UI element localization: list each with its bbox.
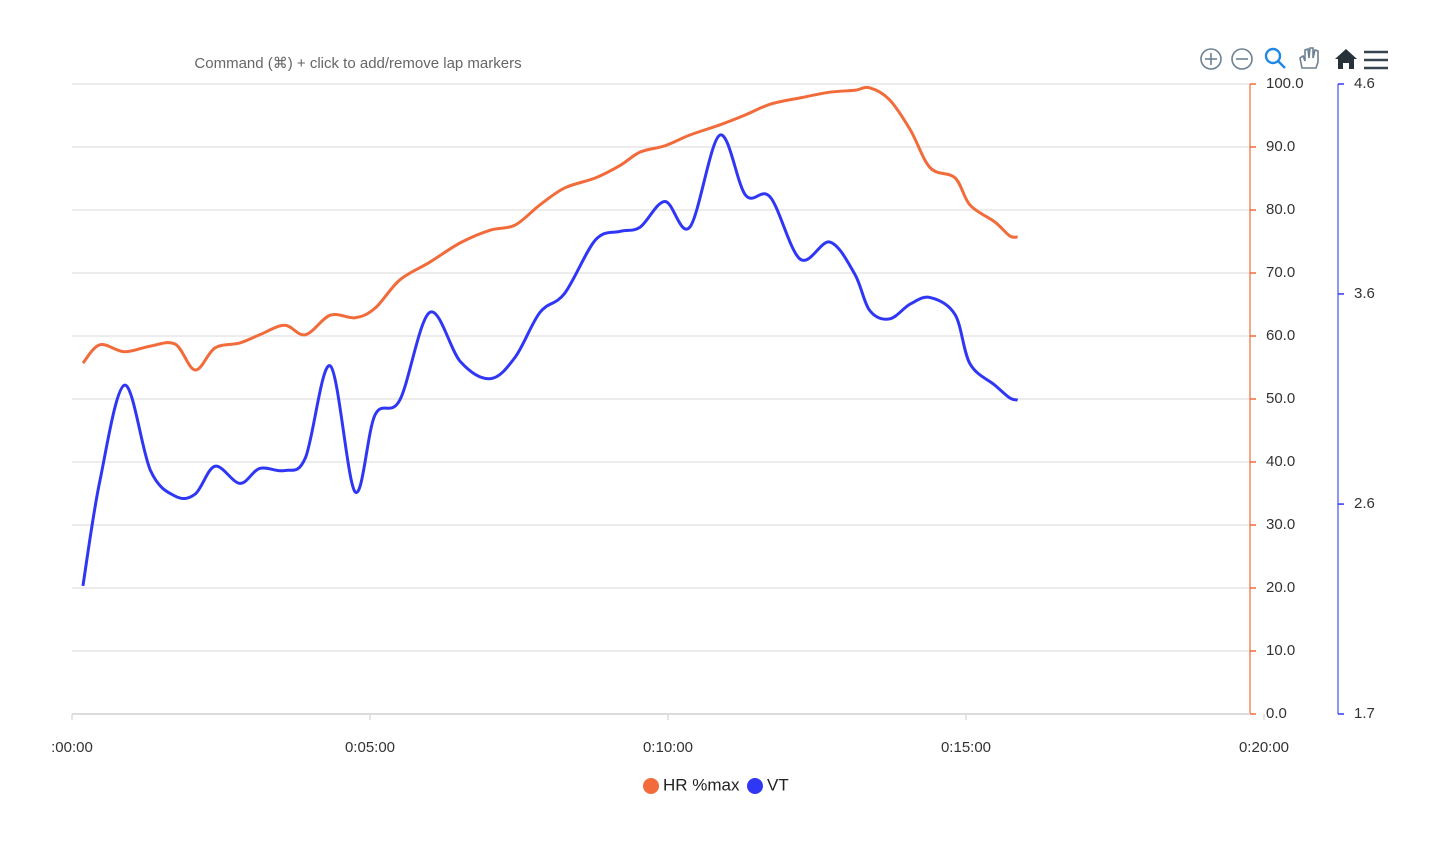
menu-button[interactable] [1364, 50, 1388, 70]
data-line [81, 133, 1019, 587]
annotation: Command (⌘) + click to add/remove lap ma… [194, 55, 521, 72]
selection-zoom-button[interactable] [1264, 47, 1286, 69]
y-tick-label: 10.0 [1266, 642, 1295, 659]
y-tick-label: 70.0 [1266, 264, 1295, 281]
pan-button[interactable] [1299, 47, 1319, 69]
y-tick-label: 30.0 [1266, 516, 1295, 533]
data-line [81, 85, 1018, 372]
legend-marker [747, 778, 763, 794]
zoom-out-button[interactable] [1231, 48, 1253, 70]
y-tick-label: 40.0 [1266, 453, 1295, 470]
zoom-in-button[interactable] [1200, 48, 1222, 70]
x-tick-label: 0:10:00 [643, 739, 693, 756]
y-tick-label: 0.0 [1266, 705, 1287, 722]
y-tick-label: 100.0 [1266, 75, 1304, 92]
x-tick-label: :00:00 [51, 739, 93, 756]
y2-tick-label: 4.6 [1354, 75, 1375, 92]
y2-tick-label: 2.6 [1354, 495, 1375, 512]
x-tick-label: 0:05:00 [345, 739, 395, 756]
x-tick-label: 0:15:00 [941, 739, 991, 756]
legend-label: HR %max [663, 775, 740, 794]
x-tick-label: 0:20:00 [1239, 739, 1289, 756]
y-tick-label: 20.0 [1266, 579, 1295, 596]
legend-label: VT [767, 775, 789, 794]
reset-button[interactable] [1335, 49, 1357, 69]
toolbar[interactable] [1200, 47, 1388, 70]
y-tick-label: 80.0 [1266, 201, 1295, 218]
y2-tick-label: 3.6 [1354, 285, 1375, 302]
y2-tick-label: 1.7 [1354, 705, 1375, 722]
y-tick-label: 60.0 [1266, 327, 1295, 344]
legend-marker [643, 778, 659, 794]
y-tick-label: 50.0 [1266, 390, 1295, 407]
y-tick-label: 90.0 [1266, 138, 1295, 155]
